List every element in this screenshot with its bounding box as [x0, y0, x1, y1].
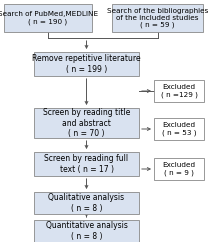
Text: Excluded
( n = 53 ): Excluded ( n = 53 )	[162, 122, 196, 136]
FancyBboxPatch shape	[34, 52, 139, 76]
Text: Remove repetitive literature
( n = 199 ): Remove repetitive literature ( n = 199 )	[32, 54, 141, 74]
FancyBboxPatch shape	[154, 80, 204, 102]
Text: Search of the bibliographies
of the included studies
( n = 59 ): Search of the bibliographies of the incl…	[107, 8, 208, 28]
FancyBboxPatch shape	[4, 4, 92, 32]
Text: Quantitative analysis
( n = 8 ): Quantitative analysis ( n = 8 )	[46, 221, 128, 241]
Text: Qualitative analysis
( n = 8 ): Qualitative analysis ( n = 8 )	[48, 193, 125, 213]
FancyBboxPatch shape	[34, 108, 139, 138]
FancyBboxPatch shape	[34, 192, 139, 214]
Text: Screen by reading title
and abstract
( n = 70 ): Screen by reading title and abstract ( n…	[43, 108, 130, 138]
FancyBboxPatch shape	[34, 220, 139, 242]
Text: Excluded
( n =129 ): Excluded ( n =129 )	[161, 84, 197, 98]
FancyBboxPatch shape	[34, 152, 139, 176]
FancyBboxPatch shape	[112, 4, 203, 32]
Text: Search of PubMed,MEDLINE
( n = 190 ): Search of PubMed,MEDLINE ( n = 190 )	[0, 11, 98, 25]
Text: Screen by reading full
text ( n = 17 ): Screen by reading full text ( n = 17 )	[45, 154, 129, 174]
Text: Excluded
( n = 9 ): Excluded ( n = 9 )	[162, 162, 196, 176]
FancyBboxPatch shape	[154, 118, 204, 140]
FancyBboxPatch shape	[154, 158, 204, 180]
